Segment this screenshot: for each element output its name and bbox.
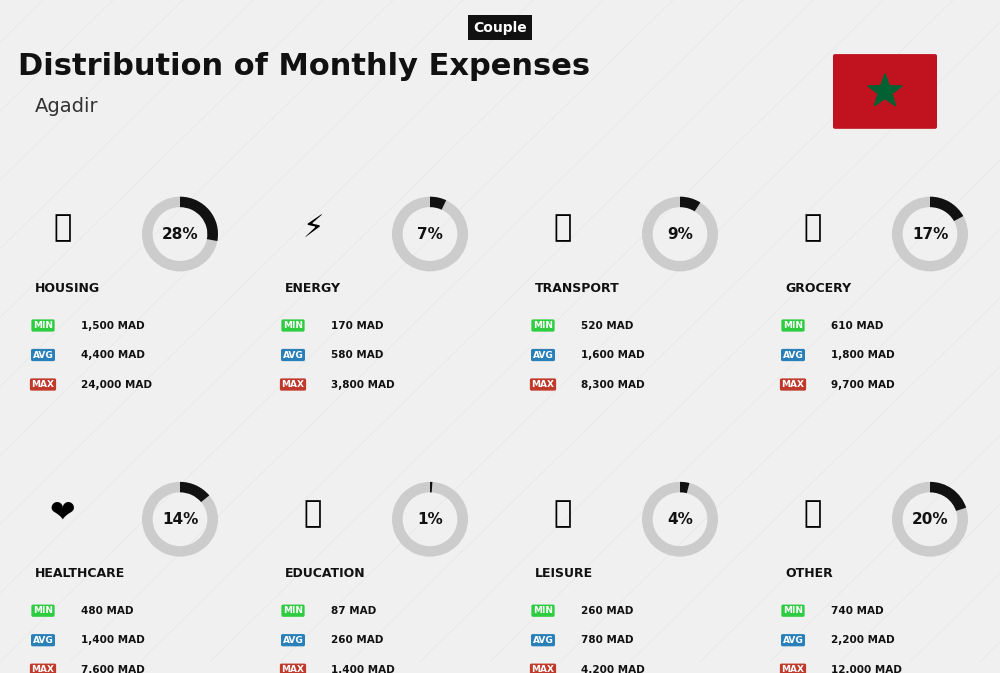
- Text: 1,400 MAD: 1,400 MAD: [81, 635, 145, 645]
- Text: AVG: AVG: [783, 351, 803, 359]
- Text: 🚌: 🚌: [554, 213, 572, 243]
- Text: Couple: Couple: [473, 21, 527, 34]
- Text: 🛒: 🛒: [804, 213, 822, 243]
- Wedge shape: [680, 197, 700, 211]
- Text: OTHER: OTHER: [785, 567, 833, 580]
- Polygon shape: [868, 74, 902, 106]
- Wedge shape: [142, 482, 218, 557]
- Text: Distribution of Monthly Expenses: Distribution of Monthly Expenses: [18, 52, 590, 81]
- Text: 12,000 MAD: 12,000 MAD: [831, 665, 902, 673]
- Text: 3,800 MAD: 3,800 MAD: [331, 380, 395, 390]
- Text: 24,000 MAD: 24,000 MAD: [81, 380, 152, 390]
- Text: 17%: 17%: [912, 227, 948, 242]
- Text: MIN: MIN: [533, 321, 553, 330]
- Text: 🛍️: 🛍️: [554, 499, 572, 528]
- Text: 28%: 28%: [162, 227, 198, 242]
- Text: AVG: AVG: [33, 636, 53, 645]
- Text: MIN: MIN: [533, 606, 553, 615]
- Text: 2,200 MAD: 2,200 MAD: [831, 635, 895, 645]
- Wedge shape: [430, 482, 432, 493]
- Text: GROCERY: GROCERY: [785, 281, 851, 295]
- Text: MIN: MIN: [783, 606, 803, 615]
- Text: 1,600 MAD: 1,600 MAD: [581, 350, 645, 360]
- Text: LEISURE: LEISURE: [535, 567, 593, 580]
- Text: ENERGY: ENERGY: [285, 281, 341, 295]
- Wedge shape: [930, 482, 966, 511]
- Wedge shape: [930, 197, 963, 221]
- Text: 580 MAD: 580 MAD: [331, 350, 383, 360]
- Text: 4%: 4%: [667, 511, 693, 527]
- Wedge shape: [180, 482, 209, 502]
- FancyBboxPatch shape: [833, 54, 937, 129]
- Wedge shape: [642, 197, 718, 271]
- Text: TRANSPORT: TRANSPORT: [535, 281, 620, 295]
- Text: MIN: MIN: [283, 321, 303, 330]
- Wedge shape: [392, 197, 468, 271]
- Text: MAX: MAX: [532, 665, 554, 673]
- Text: AVG: AVG: [283, 351, 303, 359]
- Text: MIN: MIN: [283, 606, 303, 615]
- Wedge shape: [392, 482, 468, 557]
- Text: 8,300 MAD: 8,300 MAD: [581, 380, 645, 390]
- Wedge shape: [642, 482, 718, 557]
- Text: 87 MAD: 87 MAD: [331, 606, 376, 616]
- Text: AVG: AVG: [533, 636, 553, 645]
- Text: 610 MAD: 610 MAD: [831, 320, 883, 330]
- Text: EDUCATION: EDUCATION: [285, 567, 366, 580]
- Text: AVG: AVG: [533, 351, 553, 359]
- Text: 4,200 MAD: 4,200 MAD: [581, 665, 645, 673]
- Text: 9,700 MAD: 9,700 MAD: [831, 380, 895, 390]
- Text: 9%: 9%: [667, 227, 693, 242]
- Text: 170 MAD: 170 MAD: [331, 320, 384, 330]
- Text: 7%: 7%: [417, 227, 443, 242]
- Text: MAX: MAX: [282, 665, 304, 673]
- Text: 14%: 14%: [162, 511, 198, 527]
- Text: MAX: MAX: [782, 665, 804, 673]
- Text: 💰: 💰: [804, 499, 822, 528]
- Wedge shape: [142, 197, 218, 271]
- Text: 7,600 MAD: 7,600 MAD: [81, 665, 145, 673]
- Wedge shape: [680, 482, 689, 493]
- Text: MAX: MAX: [32, 665, 55, 673]
- Wedge shape: [180, 197, 218, 241]
- Text: 480 MAD: 480 MAD: [81, 606, 134, 616]
- Text: 780 MAD: 780 MAD: [581, 635, 634, 645]
- Text: 🏢: 🏢: [54, 213, 72, 243]
- Text: 1,400 MAD: 1,400 MAD: [331, 665, 395, 673]
- Text: 4,400 MAD: 4,400 MAD: [81, 350, 145, 360]
- Wedge shape: [892, 197, 968, 271]
- Text: 1,800 MAD: 1,800 MAD: [831, 350, 895, 360]
- Text: AVG: AVG: [783, 636, 803, 645]
- Text: HEALTHCARE: HEALTHCARE: [35, 567, 125, 580]
- Text: 740 MAD: 740 MAD: [831, 606, 884, 616]
- Wedge shape: [430, 197, 446, 210]
- Text: 520 MAD: 520 MAD: [581, 320, 633, 330]
- Wedge shape: [892, 482, 968, 557]
- Text: MAX: MAX: [782, 380, 804, 389]
- Text: MAX: MAX: [32, 380, 55, 389]
- Text: ⚡: ⚡: [302, 213, 324, 243]
- Text: 260 MAD: 260 MAD: [331, 635, 383, 645]
- Text: MIN: MIN: [33, 606, 53, 615]
- Text: AVG: AVG: [33, 351, 53, 359]
- Text: MAX: MAX: [282, 380, 304, 389]
- Text: 🎓: 🎓: [304, 499, 322, 528]
- Text: MIN: MIN: [783, 321, 803, 330]
- Text: HOUSING: HOUSING: [35, 281, 100, 295]
- Text: AVG: AVG: [283, 636, 303, 645]
- Text: 20%: 20%: [912, 511, 948, 527]
- Text: ❤️: ❤️: [50, 499, 76, 528]
- Text: 1%: 1%: [417, 511, 443, 527]
- Text: MIN: MIN: [33, 321, 53, 330]
- Text: MAX: MAX: [532, 380, 554, 389]
- Text: 260 MAD: 260 MAD: [581, 606, 633, 616]
- Text: 1,500 MAD: 1,500 MAD: [81, 320, 145, 330]
- Text: Agadir: Agadir: [35, 97, 99, 116]
